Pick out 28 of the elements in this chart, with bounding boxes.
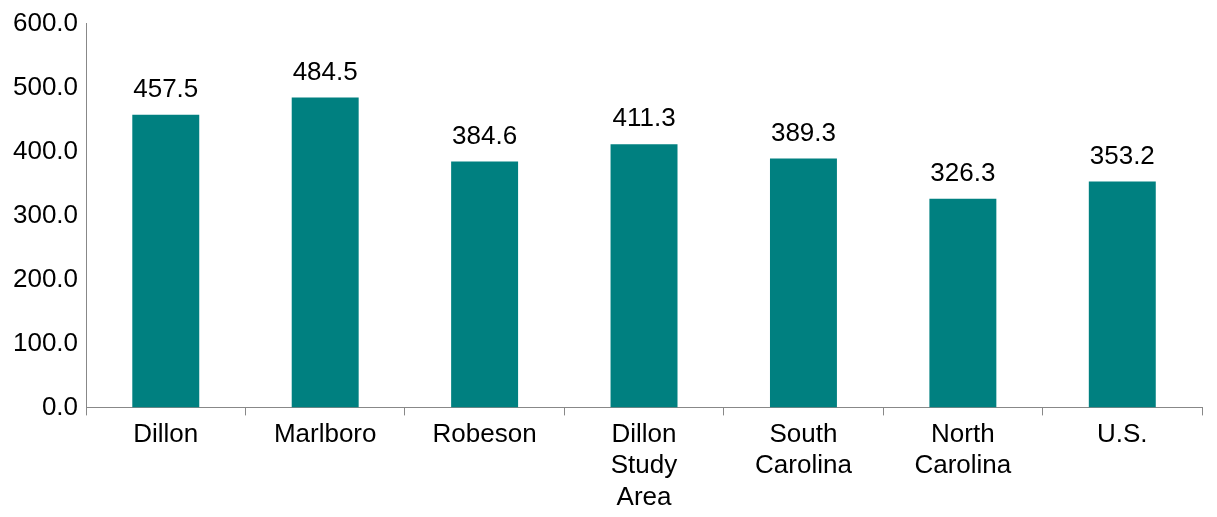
data-label: 353.2: [1089, 139, 1155, 170]
data-label: 384.6: [452, 119, 518, 150]
y-tick-label: 500.0: [12, 70, 79, 101]
y-tick-label: 0.0: [41, 390, 79, 421]
bar: [451, 161, 519, 408]
x-tick-label: North Carolina: [914, 418, 1012, 480]
x-tick-label: Dillon Study Area: [610, 418, 678, 511]
data-label: 484.5: [292, 55, 358, 86]
y-tick-label: 200.0: [12, 262, 79, 293]
data-label: 411.3: [612, 102, 676, 133]
x-tick-label: Marlboro: [273, 418, 377, 449]
y-tick-label: 300.0: [12, 198, 79, 229]
x-tick-label: U.S.: [1097, 418, 1148, 449]
bar: [929, 198, 997, 408]
bar: [1088, 181, 1156, 408]
bar: [132, 114, 200, 408]
bar: [769, 158, 837, 408]
y-tick-label: 100.0: [12, 326, 79, 357]
y-tick-label: 400.0: [12, 134, 79, 165]
data-label: 389.3: [770, 116, 836, 147]
bar: [291, 97, 359, 408]
x-tick-label: Robeson: [432, 418, 537, 449]
x-tick-label: Dillon: [133, 418, 199, 449]
data-label: 326.3: [930, 156, 996, 187]
bar: [610, 144, 678, 408]
x-tick-label: South Carolina: [755, 418, 853, 480]
data-label: 457.5: [133, 72, 199, 103]
y-tick-label: 600.0: [12, 6, 79, 37]
